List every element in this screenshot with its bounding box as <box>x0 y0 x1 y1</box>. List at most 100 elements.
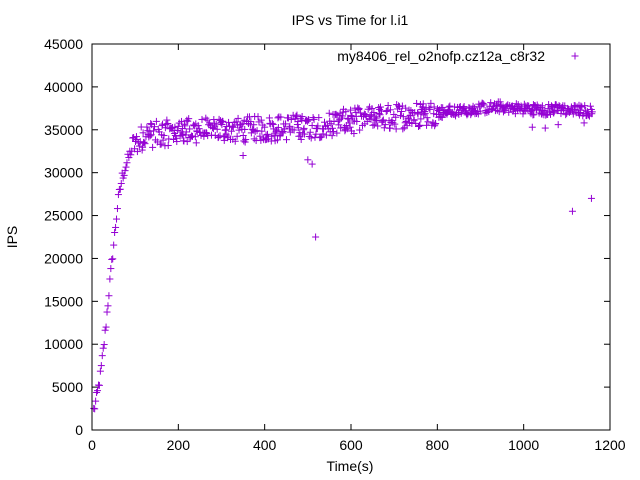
data-point <box>438 113 446 121</box>
data-point <box>530 111 538 119</box>
data-point <box>413 99 421 107</box>
data-point <box>386 106 394 114</box>
data-point <box>293 121 301 129</box>
data-point <box>247 118 255 126</box>
data-point <box>183 138 191 146</box>
data-point <box>241 125 249 133</box>
data-point <box>548 103 556 111</box>
data-point <box>421 110 429 118</box>
data-point <box>185 115 193 123</box>
data-point <box>274 124 282 132</box>
data-point-outlier <box>239 152 247 160</box>
data-point <box>157 140 165 148</box>
data-point <box>250 121 258 129</box>
data-point <box>229 123 237 131</box>
data-point <box>373 116 381 124</box>
data-point <box>423 114 431 122</box>
data-point <box>108 255 116 263</box>
data-point <box>343 125 351 133</box>
data-point <box>290 126 298 134</box>
data-point <box>127 151 135 159</box>
data-point <box>253 127 261 135</box>
x-tick-label: 1000 <box>508 437 539 453</box>
data-point <box>93 388 101 396</box>
data-point <box>234 114 242 122</box>
data-point <box>98 352 106 360</box>
data-point-outlier <box>528 123 536 131</box>
data-point <box>123 159 131 167</box>
data-point <box>162 121 170 129</box>
data-point <box>399 125 407 133</box>
data-point <box>164 119 172 127</box>
data-point <box>344 115 352 123</box>
data-point <box>361 111 369 119</box>
y-tick-label: 0 <box>75 422 83 438</box>
data-point <box>305 116 313 124</box>
data-point <box>487 99 495 107</box>
data-point <box>464 110 472 118</box>
data-point <box>94 387 102 395</box>
data-point <box>424 118 432 126</box>
y-tick-label: 30000 <box>44 165 83 181</box>
data-point <box>292 112 300 120</box>
data-point <box>287 115 295 123</box>
data-point <box>368 105 376 113</box>
data-point <box>182 128 190 136</box>
data-point <box>307 134 315 142</box>
data-point <box>431 120 439 128</box>
y-tick-label: 25000 <box>44 208 83 224</box>
data-point <box>310 115 318 123</box>
data-point <box>206 119 214 127</box>
data-point <box>239 132 247 140</box>
data-point <box>427 99 435 107</box>
data-point <box>528 107 536 115</box>
data-point <box>397 107 405 115</box>
data-point <box>353 117 361 125</box>
x-tick-label: 800 <box>426 437 450 453</box>
data-point <box>355 105 363 113</box>
data-point <box>357 109 365 117</box>
data-point <box>383 107 391 115</box>
data-point <box>228 122 236 130</box>
data-point <box>505 108 513 116</box>
data-point <box>300 124 308 132</box>
data-point <box>298 112 306 120</box>
data-point-outlier <box>308 160 316 168</box>
data-point <box>282 120 290 128</box>
data-point <box>173 138 181 146</box>
axis-ticks: 0 200 400 600 800 1000 1200 0 5000 10000 15000 2000… <box>44 36 626 453</box>
y-tick-label: 5000 <box>52 379 83 395</box>
data-point <box>103 308 111 316</box>
data-point <box>163 116 171 124</box>
data-point <box>113 205 121 213</box>
data-point <box>323 121 331 129</box>
data-point <box>541 106 549 114</box>
data-point <box>374 122 382 130</box>
data-point <box>303 117 311 125</box>
data-point-outlier <box>568 207 576 215</box>
data-point-outlier <box>587 194 595 202</box>
data-point <box>254 113 262 121</box>
data-point <box>334 117 342 125</box>
data-point <box>377 103 385 111</box>
data-point <box>294 117 302 125</box>
data-point <box>425 104 433 112</box>
data-point <box>370 109 378 117</box>
data-point <box>92 397 100 405</box>
data-point <box>564 104 572 112</box>
data-point <box>99 344 107 352</box>
data-point <box>268 119 276 127</box>
data-point <box>315 114 323 122</box>
data-point <box>97 362 105 370</box>
data-point <box>227 127 235 135</box>
data-point <box>198 115 206 123</box>
data-point <box>202 129 210 137</box>
data-point <box>566 108 574 116</box>
legend-plus-icon <box>571 52 579 60</box>
data-point-outlier <box>580 119 588 127</box>
data-point <box>173 127 181 135</box>
data-point <box>257 116 265 124</box>
data-point-outlier <box>554 121 562 129</box>
data-point <box>277 113 285 121</box>
data-point <box>376 111 384 119</box>
